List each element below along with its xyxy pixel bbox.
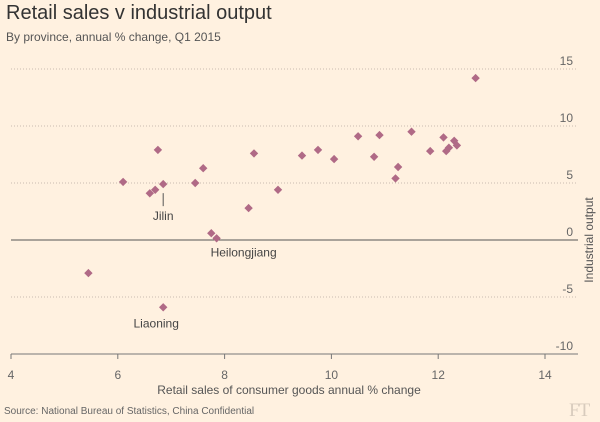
data-point — [207, 229, 216, 238]
data-point — [199, 164, 208, 173]
data-point — [393, 162, 403, 172]
data-point — [249, 149, 259, 158]
data-point — [353, 132, 363, 141]
y-tick-label: 0 — [566, 225, 573, 239]
data-point — [212, 234, 221, 243]
y-tick-label: 15 — [560, 54, 574, 68]
data-point — [391, 174, 400, 183]
data-point — [313, 145, 323, 155]
x-tick-label: 4 — [8, 368, 15, 382]
x-tick-label: 10 — [325, 368, 339, 382]
x-tick-label: 6 — [114, 368, 121, 382]
annotation-liaoning: Liaoning — [134, 316, 179, 330]
data-point — [329, 154, 339, 164]
y-tick-label: -5 — [562, 282, 573, 296]
data-point — [159, 179, 168, 189]
data-point — [153, 145, 163, 155]
data-point — [407, 127, 416, 136]
data-point — [471, 73, 480, 83]
x-tick-label: 8 — [221, 368, 228, 382]
data-point — [151, 185, 160, 194]
data-point — [84, 268, 93, 278]
annotations: Jilin Heilongjiang Liaoning — [134, 193, 277, 330]
data-points — [84, 73, 480, 312]
source-note: Source: National Bureau of Statistics, C… — [4, 406, 255, 417]
data-point — [244, 203, 253, 213]
data-point — [452, 141, 462, 150]
y-tick-label: 10 — [560, 111, 574, 125]
annotation-heilongjiang: Heilongjiang — [211, 245, 277, 259]
annotation-jilin: Jilin — [153, 209, 174, 223]
data-point — [375, 130, 384, 140]
data-point — [159, 303, 168, 312]
data-point — [444, 143, 454, 152]
chart-subtitle: By province, annual % change, Q1 2015 — [6, 30, 221, 44]
data-point — [118, 177, 128, 187]
y-tick-label: -10 — [556, 339, 574, 353]
y-tick-labels: 15 10 5 0 -5 -10 — [556, 54, 574, 353]
data-point — [439, 133, 448, 142]
x-tick-label: 14 — [538, 368, 552, 382]
chart-title: Retail sales v industrial output — [6, 2, 272, 24]
ft-logo: FT — [569, 400, 590, 421]
data-point — [297, 151, 307, 160]
data-point — [369, 152, 379, 161]
data-point — [426, 146, 435, 156]
data-point — [273, 185, 283, 194]
grid-lines — [11, 68, 578, 355]
data-point — [191, 178, 200, 188]
y-tick-label: 5 — [566, 168, 573, 182]
x-tick-label: 12 — [432, 368, 446, 382]
data-point — [145, 189, 154, 198]
x-tick-labels: 4 6 8 10 12 14 — [8, 354, 552, 382]
x-axis-label: Retail sales of consumer goods annual % … — [157, 383, 421, 397]
y-axis-label: Industrial output — [582, 197, 596, 283]
